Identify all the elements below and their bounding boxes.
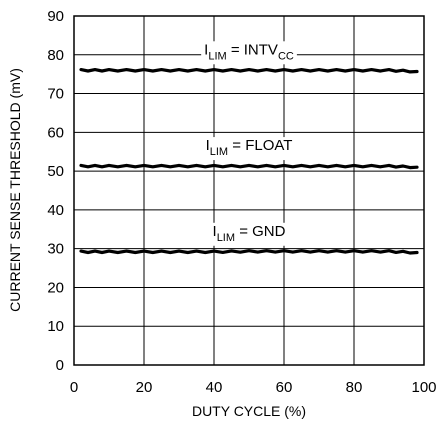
x-tick-label: 80 xyxy=(346,379,363,396)
y-tick-label: 40 xyxy=(47,202,64,219)
grid xyxy=(74,16,424,365)
series-label-subscript: LIM xyxy=(210,146,228,158)
x-tick-label: 60 xyxy=(276,379,293,396)
series-label-main: I xyxy=(213,223,217,240)
series-label-equation: = GND xyxy=(235,223,286,240)
series-label-text: ILIM = FLOAT xyxy=(206,137,293,158)
series-label: ILIM = FLOAT xyxy=(202,137,296,161)
x-tick-label: 100 xyxy=(411,379,436,396)
x-axis-title: DUTY CYCLE (%) xyxy=(192,403,306,419)
series-group xyxy=(79,68,419,255)
y-axis-title: CURRENT SENSE THRESHOLD (mV) xyxy=(7,68,23,312)
y-tick-label: 60 xyxy=(47,124,64,141)
x-tick-labels: 0 20 40 60 80 100 xyxy=(70,379,437,396)
series-line xyxy=(79,249,419,255)
y-tick-label: 30 xyxy=(47,241,64,258)
series-label-equation: = INTV xyxy=(227,41,278,58)
series-label-equation: = FLOAT xyxy=(228,137,292,154)
series-label: ILIM = INTVCC xyxy=(201,41,297,65)
series-label-subscript2: CC xyxy=(278,50,294,62)
series-label-text: ILIM = INTVCC xyxy=(204,41,294,62)
series-label-main: I xyxy=(204,41,208,58)
series-label-subscript: LIM xyxy=(217,232,235,244)
y-tick-label: 70 xyxy=(47,86,64,103)
series-label-bg xyxy=(202,137,296,161)
x-tick-label: 20 xyxy=(136,379,153,396)
series-line xyxy=(79,68,419,74)
y-tick-label: 50 xyxy=(47,163,64,180)
plot-frame xyxy=(73,15,425,366)
x-tick-label: 40 xyxy=(206,379,223,396)
x-tick-label: 0 xyxy=(70,379,78,396)
series-label: ILIM = GND xyxy=(209,222,289,246)
series-label-bg xyxy=(201,41,297,65)
series-label-bg xyxy=(209,222,289,246)
series-label-subscript: LIM xyxy=(208,50,226,62)
y-tick-label: 10 xyxy=(47,318,64,335)
y-tick-label: 20 xyxy=(47,279,64,296)
series-label-main: I xyxy=(206,137,210,154)
series-label-text: ILIM = GND xyxy=(213,223,286,244)
y-tick-label: 80 xyxy=(47,47,64,64)
y-tick-labels: 0 10 20 30 40 50 60 70 80 90 xyxy=(47,8,64,374)
series-line xyxy=(79,163,419,170)
y-tick-label: 90 xyxy=(47,8,64,25)
y-tick-label: 0 xyxy=(56,357,64,374)
